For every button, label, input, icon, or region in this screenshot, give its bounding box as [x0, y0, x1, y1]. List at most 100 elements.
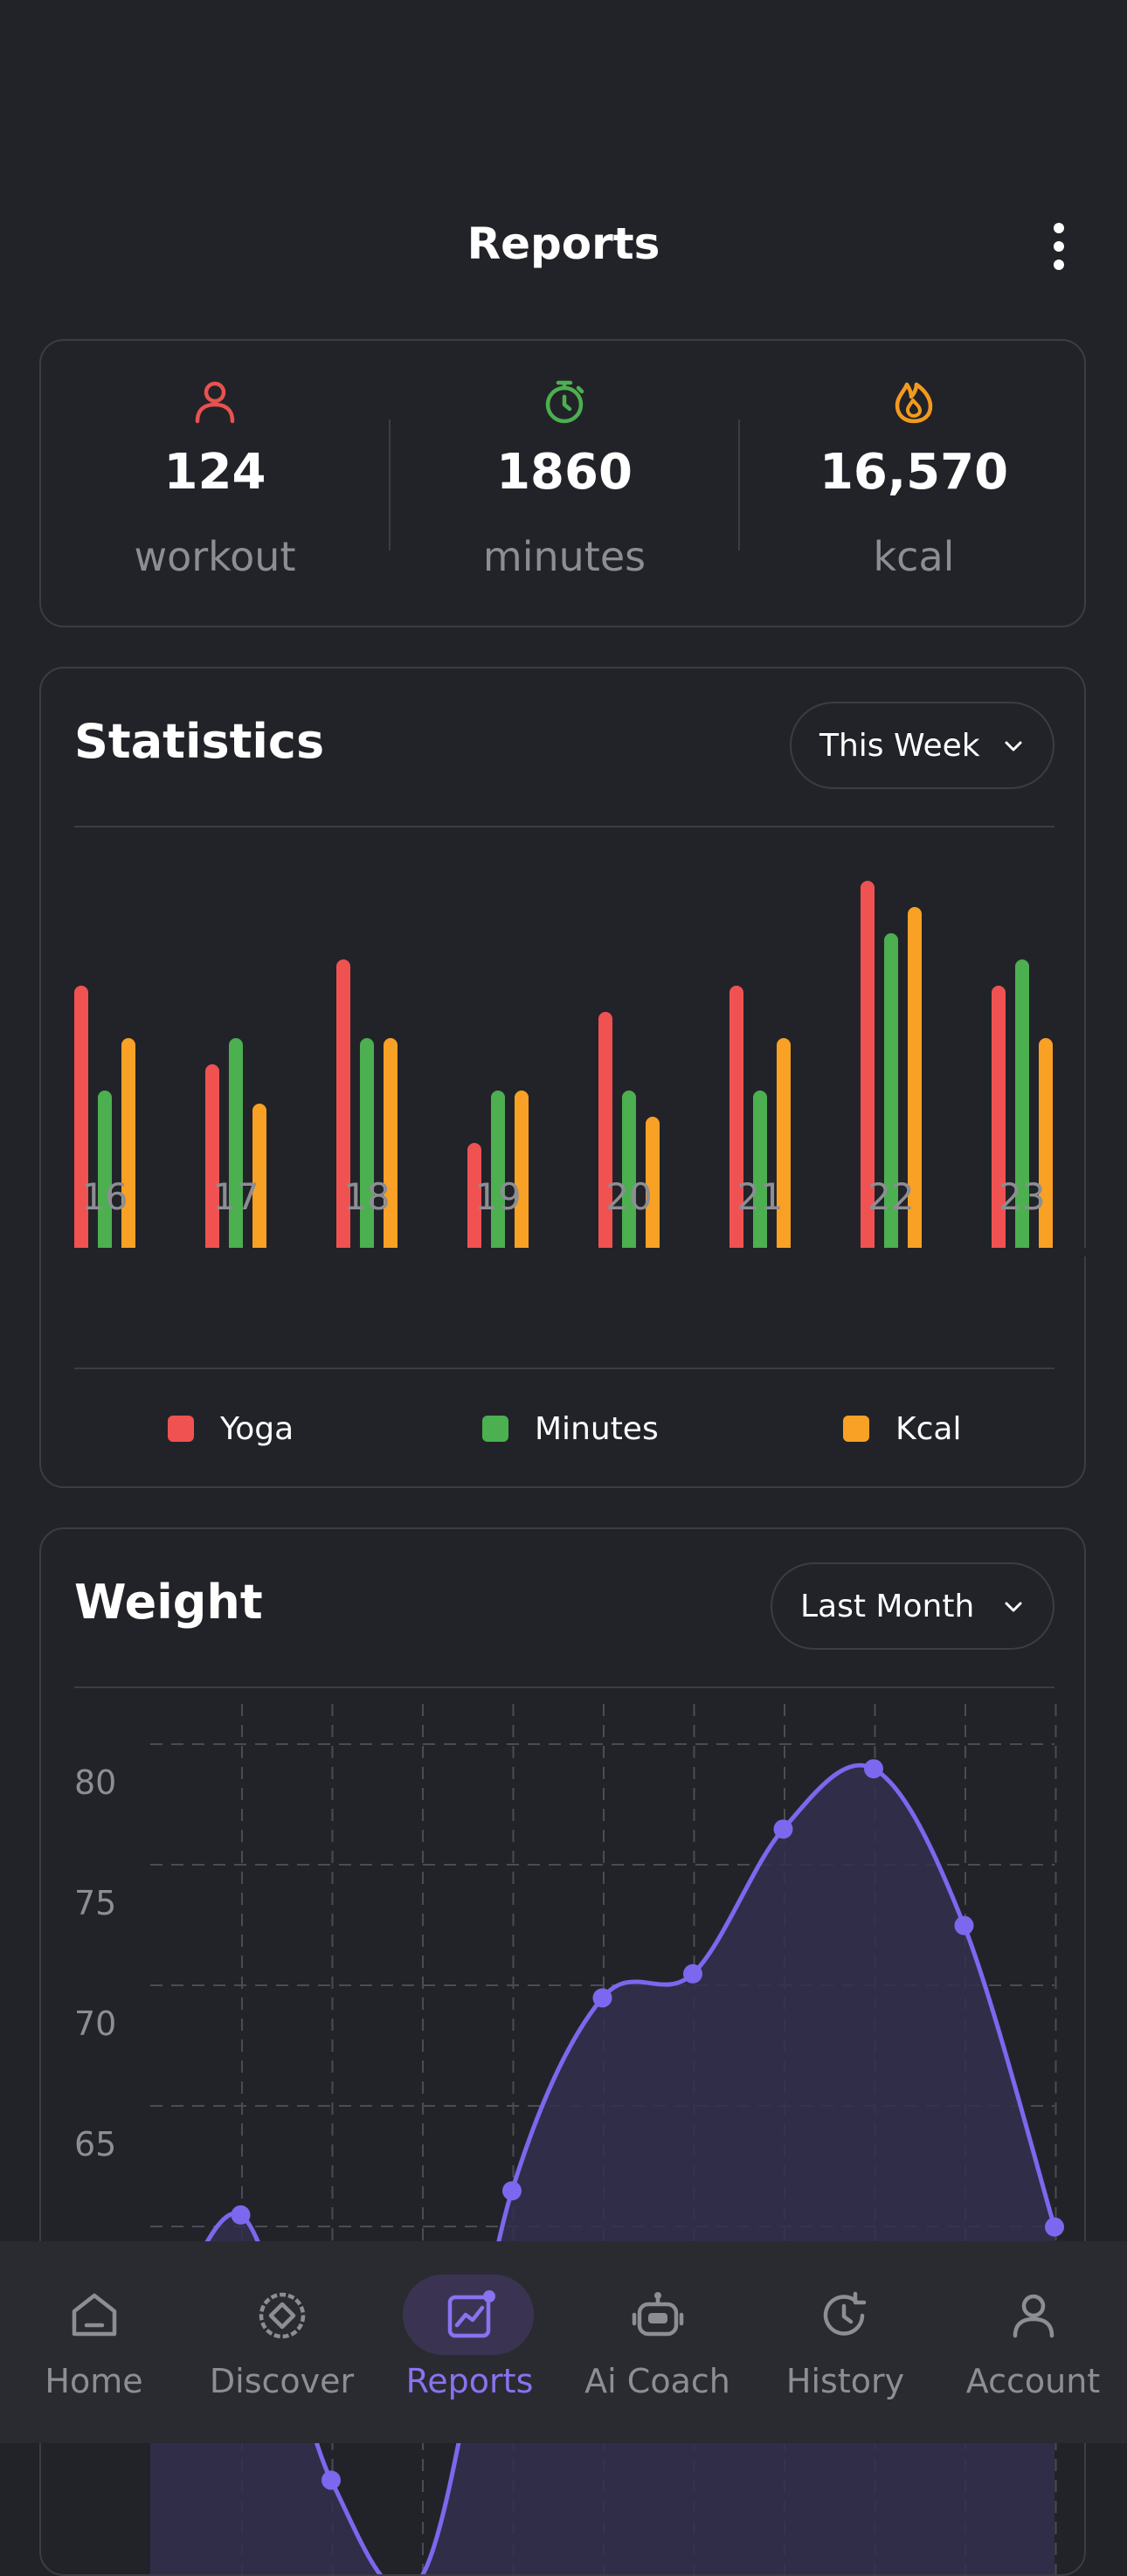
weight-range-dropdown[interactable]: Last Month: [771, 1562, 1054, 1650]
stat-minutes: 1860 minutes: [391, 341, 738, 629]
reports-icon: [447, 2290, 495, 2338]
bar-yoga-21: [729, 986, 743, 1255]
nav-label: Account: [965, 2362, 1101, 2400]
divider: [74, 826, 1054, 828]
legend-label: Kcal: [895, 1410, 962, 1447]
bar-kcal-22: [908, 907, 922, 1255]
bar-kcal-16: [121, 1038, 135, 1255]
weight-point: [954, 1915, 974, 1935]
weight-point: [1045, 2217, 1064, 2237]
more-options-button[interactable]: [1040, 223, 1078, 275]
y-tick-label: 75: [74, 1884, 116, 1922]
chevron-down-icon: [1005, 1602, 1022, 1612]
x-tick-label: 22: [868, 1175, 915, 1218]
statistics-card: Statistics This Week 16 17 18 19 20 21 22 23 Yo…: [39, 667, 1086, 1488]
nav-history[interactable]: History: [751, 2241, 939, 2443]
person-icon: [195, 381, 235, 424]
nav-account[interactable]: Account: [939, 2241, 1127, 2443]
statistics-range-dropdown[interactable]: This Week: [790, 702, 1054, 789]
nav-label: Home: [45, 2362, 143, 2400]
bar-yoga-20: [598, 1012, 612, 1255]
bar-baseline-mask: [41, 1248, 1086, 1257]
weight-point: [231, 2205, 251, 2225]
legend-label: Minutes: [535, 1410, 659, 1447]
history-icon: [823, 2291, 866, 2336]
bar-yoga-23: [992, 986, 1006, 1255]
page-title: Reports: [467, 218, 660, 269]
nav-label: History: [785, 2362, 905, 2400]
summary-card: 124 workout 1860 minutes 16,570 kcal: [39, 339, 1086, 627]
divider: [738, 419, 740, 551]
bar-yoga-19: [467, 1143, 481, 1255]
weight-area-fill: [150, 1765, 1054, 2574]
bar-minutes-16: [98, 1091, 112, 1255]
weight-title: Weight: [74, 1575, 263, 1630]
nav-ai-coach[interactable]: Ai Coach: [564, 2241, 751, 2443]
x-tick-label: 16: [81, 1175, 128, 1218]
y-tick-label: 80: [74, 1763, 116, 1802]
weight-point: [683, 1963, 702, 1984]
more-dot-icon: [1054, 260, 1064, 270]
legend-minutes: Minutes: [482, 1410, 659, 1447]
nav-reports[interactable]: Reports: [376, 2241, 564, 2443]
bar-minutes-18: [360, 1038, 374, 1255]
bar-minutes-21: [753, 1091, 767, 1255]
x-tick-label: 23: [999, 1175, 1046, 1218]
legend-label: Yoga: [220, 1410, 294, 1447]
stat-kcal: 16,570 kcal: [740, 341, 1088, 629]
divider: [389, 419, 391, 551]
bar-minutes-17: [229, 1038, 243, 1255]
bar-yoga-18: [336, 959, 350, 1255]
divider: [74, 1368, 1054, 1369]
account-icon: [1013, 2294, 1054, 2338]
bar-kcal-23: [1039, 1038, 1053, 1255]
legend-yoga: Yoga: [168, 1410, 294, 1447]
statistics-title: Statistics: [74, 714, 325, 769]
stat-value: 124: [163, 444, 266, 501]
bar-minutes-20: [622, 1091, 636, 1255]
bar-yoga-22: [861, 881, 875, 1255]
x-tick-label: 18: [343, 1175, 391, 1218]
y-tick-label: 65: [74, 2125, 116, 2164]
weight-point: [773, 1819, 793, 1839]
weight-point: [592, 1988, 612, 2008]
statistics-bar-chart: [41, 881, 1086, 1257]
stat-label: kcal: [873, 533, 955, 580]
x-tick-label: 19: [474, 1175, 522, 1218]
bar-kcal-21: [777, 1038, 791, 1255]
weight-point: [322, 2470, 341, 2490]
stat-value: 1860: [496, 444, 633, 501]
timer-icon: [545, 380, 584, 424]
dropdown-value: Last Month: [800, 1588, 975, 1624]
legend-swatch: [843, 1416, 869, 1442]
y-tick-label: 70: [74, 2005, 116, 2043]
bottom-nav: Home Discover Reports Ai Coach H: [0, 2241, 1127, 2443]
bar-minutes-19: [491, 1091, 505, 1255]
stat-workout: 124 workout: [41, 341, 389, 629]
nav-home[interactable]: Home: [0, 2241, 188, 2443]
discover-icon: [259, 2292, 305, 2339]
legend-swatch: [482, 1416, 508, 1442]
weight-point: [502, 2181, 522, 2201]
dropdown-value: This Week: [819, 727, 980, 764]
x-tick-label: 21: [736, 1175, 784, 1218]
x-tick-label: 17: [212, 1175, 259, 1218]
legend-kcal: Kcal: [843, 1410, 962, 1447]
nav-label: Ai Coach: [584, 2362, 730, 2400]
stat-label: minutes: [482, 533, 646, 580]
bar-kcal-18: [384, 1038, 398, 1255]
nav-label: Reports: [405, 2362, 534, 2400]
nav-discover[interactable]: Discover: [188, 2241, 376, 2443]
bar-kcal-20: [646, 1117, 660, 1255]
bar-kcal-17: [252, 1104, 266, 1255]
divider: [74, 1686, 1054, 1688]
chevron-down-icon: [1005, 741, 1022, 751]
flame-icon: [895, 382, 933, 424]
bar-yoga-17: [205, 1064, 219, 1255]
stat-label: workout: [134, 533, 296, 580]
nav-label: Discover: [209, 2362, 355, 2400]
weight-area-chart: 556065707580: [74, 1704, 1064, 2574]
stat-value: 16,570: [819, 444, 1009, 501]
more-dot-icon: [1054, 241, 1064, 252]
bar-yoga-16: [74, 986, 88, 1255]
